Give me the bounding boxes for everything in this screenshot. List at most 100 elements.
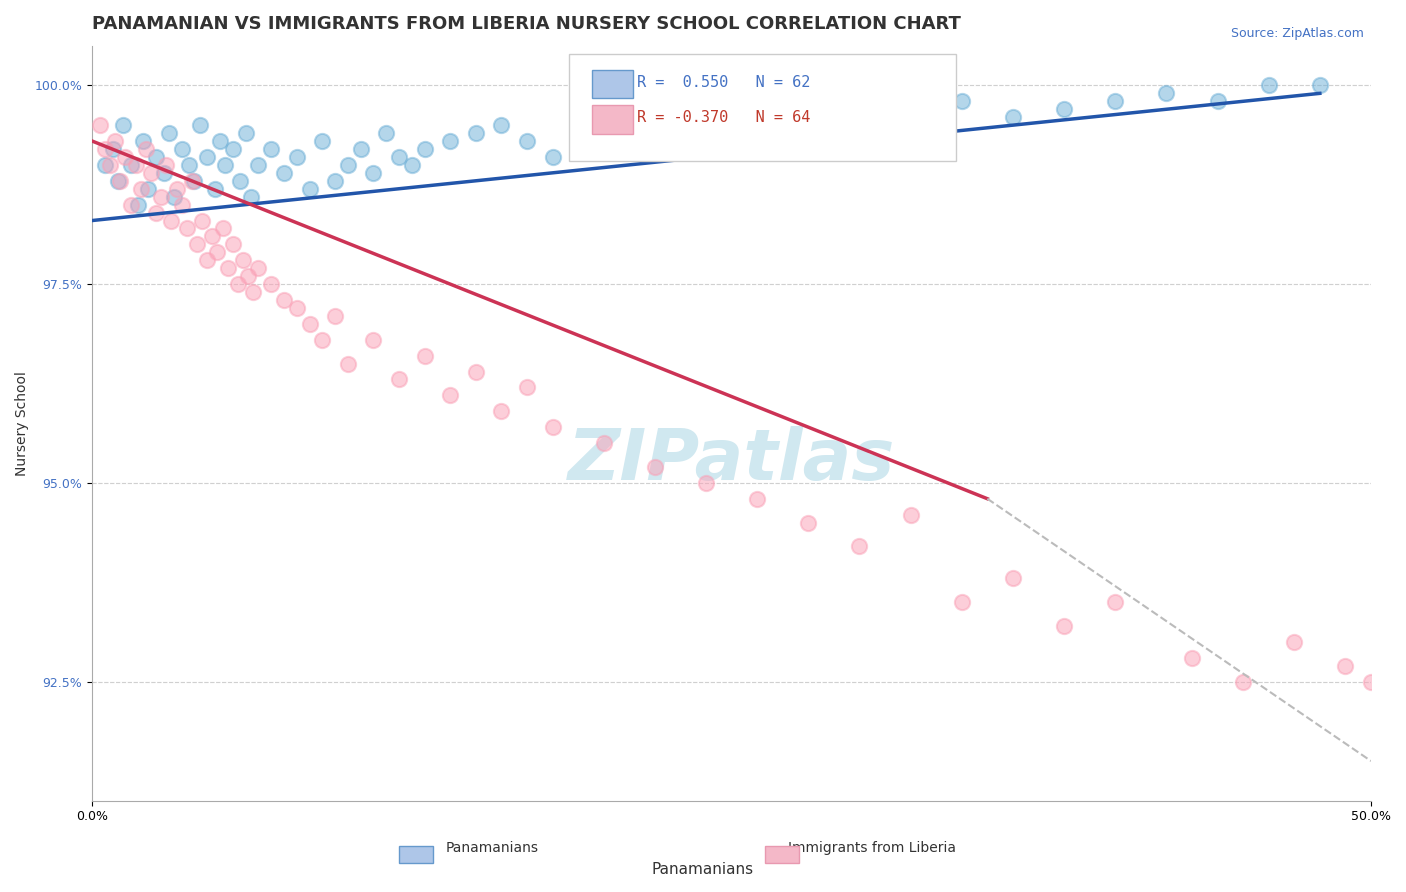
Point [222,237,245,252]
Point [201,229,224,244]
Point [323,174,346,188]
Point [110,174,132,188]
Text: R =  0.550   N = 62: R = 0.550 N = 62 [637,75,810,89]
Point [179,158,201,172]
Point [152,166,174,180]
Point [208,134,231,148]
Point [132,134,155,148]
Point [1001,571,1024,585]
Point [176,221,198,235]
Point [114,150,136,164]
Point [375,126,398,140]
Point [239,189,262,203]
Point [950,595,973,609]
Point [1360,674,1382,689]
Point [298,317,321,331]
Point [98,158,121,172]
Point [94,142,117,156]
Point [191,213,214,227]
Point [107,174,129,188]
Point [247,261,270,276]
Point [541,420,564,434]
Point [1053,102,1076,116]
Point [797,110,820,124]
Point [180,174,202,188]
Point [104,134,127,148]
Point [1104,95,1126,109]
Text: R = -0.370   N = 64: R = -0.370 N = 64 [637,111,810,125]
Point [94,158,117,172]
Point [157,126,180,140]
Point [747,491,769,506]
Point [120,158,142,172]
Point [232,253,254,268]
Point [350,142,373,156]
Point [1334,658,1357,673]
Point [298,182,321,196]
Point [217,261,239,276]
Point [336,357,359,371]
Point [124,158,146,172]
Point [160,213,183,227]
Point [226,277,249,292]
Point [183,174,205,188]
Point [207,245,229,260]
Point [138,182,160,196]
Point [273,293,295,307]
Point [211,221,233,235]
Point [695,110,717,124]
Point [567,142,589,156]
Point [401,158,423,172]
Point [155,158,177,172]
Y-axis label: Nursery School: Nursery School [15,371,30,475]
Point [222,142,245,156]
Point [111,118,134,132]
Point [120,197,142,211]
Text: Immigrants from Liberia: Immigrants from Liberia [787,841,956,855]
Point [950,95,973,109]
Point [592,126,614,140]
Point [285,150,308,164]
Point [1181,650,1204,665]
Point [127,197,149,211]
Point [592,436,614,450]
Point [195,150,218,164]
Point [388,372,411,386]
Point [619,134,641,148]
Text: ZIPatlas: ZIPatlas [568,426,896,495]
Point [311,134,333,148]
Point [101,142,124,156]
Point [1257,78,1279,93]
Point [644,118,666,132]
Point [363,166,385,180]
Point [135,142,157,156]
Point [188,118,211,132]
Point [163,189,186,203]
Point [170,142,193,156]
Point [204,182,226,196]
Point [516,134,538,148]
Point [491,118,513,132]
Point [747,126,769,140]
Point [166,182,188,196]
Point [439,134,461,148]
Point [1284,634,1306,648]
Text: Panamanians: Panamanians [652,863,754,877]
Point [229,174,252,188]
Point [413,349,436,363]
Point [145,205,167,219]
Point [150,189,173,203]
Point [235,126,257,140]
Point [242,285,264,299]
Point [285,301,308,315]
Point [1232,674,1254,689]
Point [238,269,260,284]
Point [260,277,283,292]
Point [214,158,236,172]
Point [89,118,111,132]
Point [186,237,208,252]
Point [797,516,820,530]
Text: Source: ZipAtlas.com: Source: ZipAtlas.com [1230,27,1364,40]
Point [323,309,346,323]
Point [900,118,922,132]
